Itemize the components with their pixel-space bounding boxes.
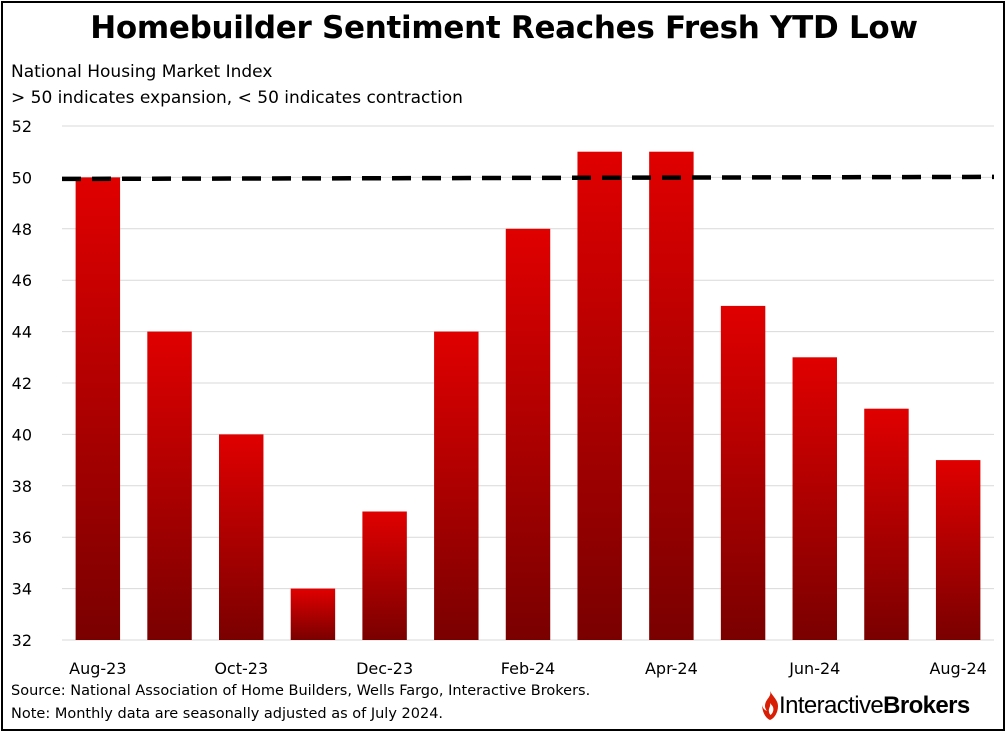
y-tick-label: 48 [12, 220, 32, 239]
interactive-brokers-flame-icon [762, 691, 778, 720]
x-tick-label: Feb-24 [501, 659, 555, 678]
chart-subtitle-threshold-note: > 50 indicates expansion, < 50 indicates… [11, 88, 463, 108]
bars [75, 151, 981, 641]
bar-feb-24 [505, 228, 551, 641]
bar-dec-23 [362, 511, 407, 640]
y-tick-label: 40 [12, 425, 32, 444]
chart-title: Homebuilder Sentiment Reaches Fresh YTD … [90, 10, 918, 46]
x-tick-label: Aug-23 [69, 659, 126, 678]
y-tick-label: 38 [12, 477, 32, 496]
bar-jan-24 [434, 331, 479, 640]
bar-jul-24 [864, 408, 909, 640]
y-tick-label: 50 [12, 168, 32, 187]
bar-oct-23 [219, 434, 264, 640]
x-axis-ticks: Aug-23 Oct-23 Dec-23 Feb-24 Apr-24 Jun-24 Aug-… [69, 659, 987, 678]
interactive-brokers-logo: InteractiveBrokers [761, 688, 970, 724]
bar-sep-23 [147, 331, 192, 640]
y-axis-ticks: 32 34 36 38 40 42 44 46 48 50 52 [12, 117, 32, 650]
x-tick-label: Jun-24 [788, 659, 840, 678]
y-tick-label: 46 [12, 271, 32, 290]
y-tick-label: 32 [12, 631, 32, 650]
y-tick-label: 52 [12, 117, 32, 136]
y-tick-label: 34 [12, 580, 32, 599]
bar-apr-24 [649, 151, 694, 640]
logo-text: InteractiveBrokers [779, 692, 970, 720]
x-tick-label: Apr-24 [645, 659, 698, 678]
bar-may-24 [720, 305, 766, 640]
bar-aug-23 [75, 177, 121, 640]
y-tick-label: 42 [12, 374, 32, 393]
x-tick-label: Dec-23 [356, 659, 413, 678]
y-tick-label: 36 [12, 528, 32, 547]
bar-aug-24 [935, 460, 981, 640]
reference-line [61, 174, 995, 182]
source-note: Source: National Association of Home Bui… [11, 683, 591, 699]
chart-subtitle-index-name: National Housing Market Index [11, 62, 273, 82]
bar-mar-24 [577, 151, 622, 640]
reference-line-layer [61, 174, 995, 182]
data-note: Note: Monthly data are seasonally adjust… [11, 706, 444, 722]
bar-jun-24 [792, 357, 837, 640]
y-tick-label: 44 [12, 323, 32, 342]
bar-nov-23 [290, 588, 336, 640]
x-tick-label: Aug-24 [929, 659, 986, 678]
logo-text-bold: Brokers [883, 692, 970, 719]
x-tick-label: Oct-23 [214, 659, 268, 678]
logo-text-light: Interactive [779, 692, 884, 719]
